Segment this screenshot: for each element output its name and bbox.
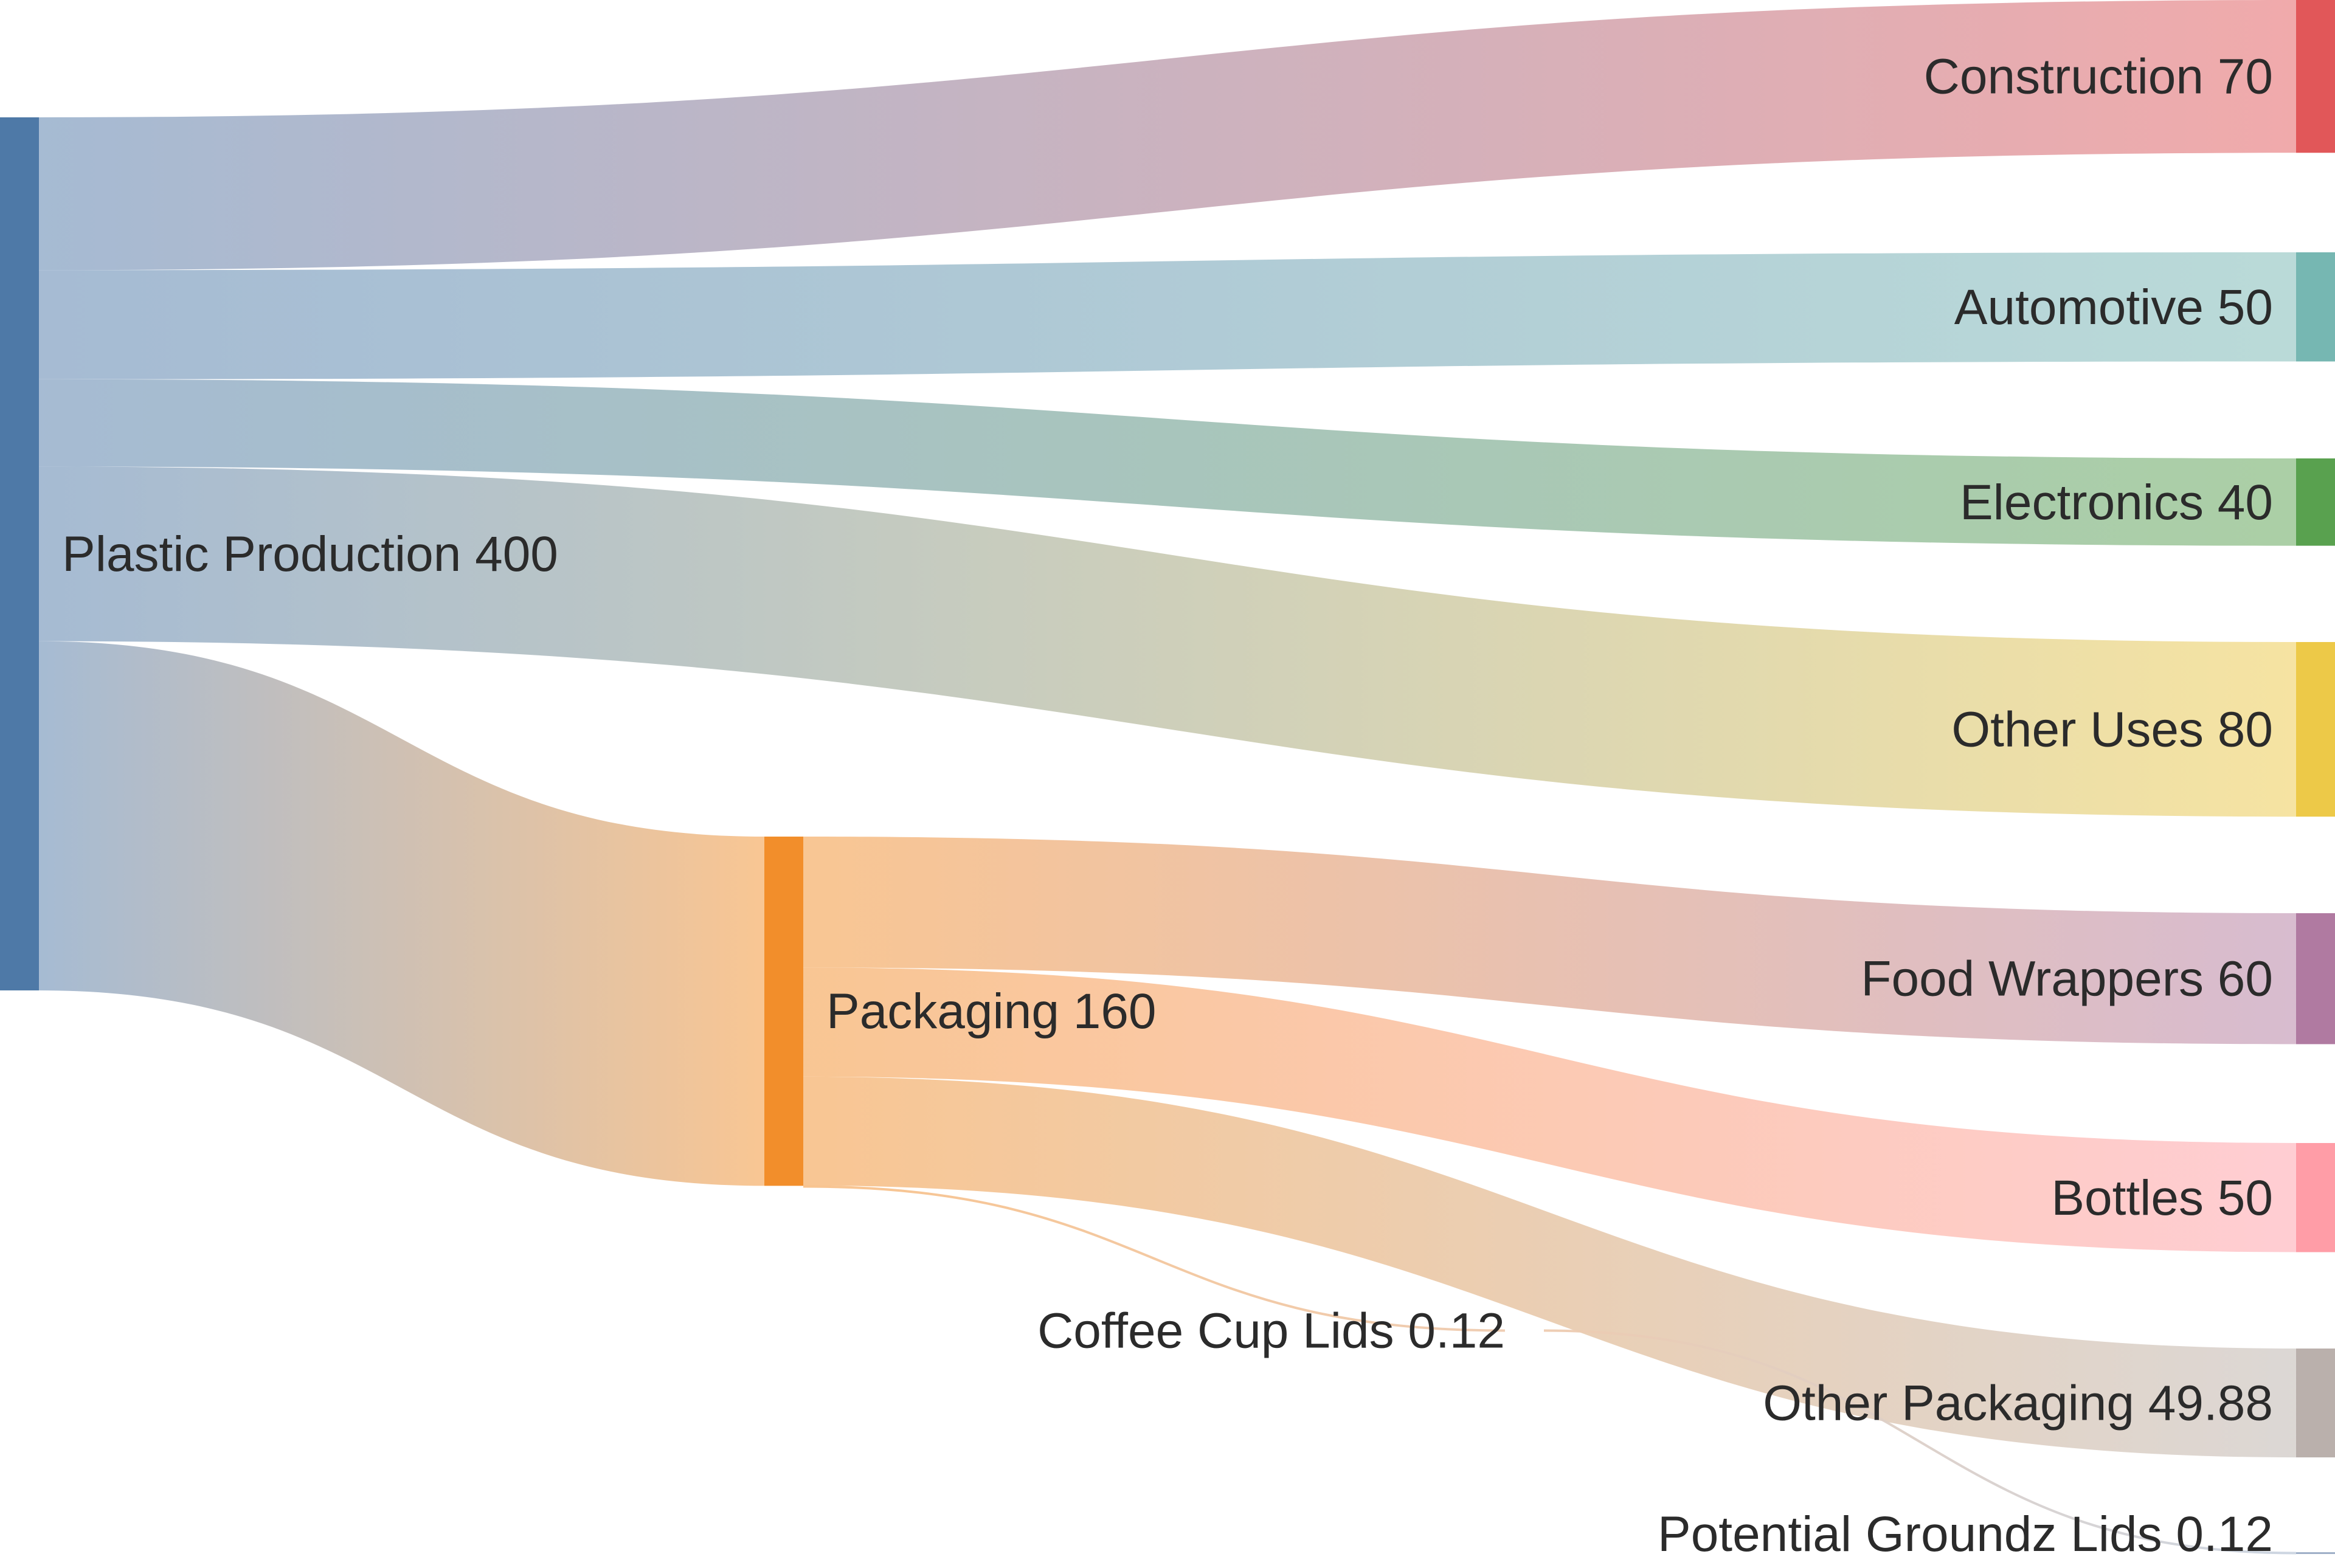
label-other-packaging: Other Packaging 49.88 <box>1763 1376 2273 1431</box>
label-plastic: Plastic Production 400 <box>62 527 558 582</box>
label-potential: Potential Groundz Lids 0.12 <box>1658 1507 2273 1562</box>
label-packaging: Packaging 160 <box>826 984 1157 1039</box>
node-construction <box>2296 0 2335 153</box>
node-plastic <box>0 117 39 990</box>
node-potential <box>2296 1552 2335 1554</box>
link-packaging-to-bottles <box>803 967 2296 1252</box>
link-plastic-to-other_uses <box>39 466 2296 817</box>
node-packaging <box>764 837 803 1186</box>
link-packaging-to-food_wrappers <box>803 837 2296 1045</box>
link-packaging-to-coffee <box>803 1185 1506 1332</box>
label-bottles: Bottles 50 <box>2051 1170 2273 1226</box>
link-packaging-to-other_packaging <box>803 1076 2296 1458</box>
node-electronics <box>2296 458 2335 546</box>
label-coffee: Coffee Cup Lids 0.12 <box>1037 1304 1505 1359</box>
node-bottles <box>2296 1143 2335 1252</box>
link-plastic-to-packaging <box>39 641 764 1186</box>
link-plastic-to-construction <box>39 0 2296 271</box>
node-other-packaging <box>2296 1349 2335 1458</box>
link-plastic-to-automotive <box>39 252 2296 379</box>
label-construction: Construction 70 <box>1924 49 2273 105</box>
label-electronics: Electronics 40 <box>1960 475 2273 530</box>
label-food-wrappers: Food Wrappers 60 <box>1861 952 2273 1007</box>
links-layer <box>39 0 2297 1555</box>
node-automotive <box>2296 252 2335 362</box>
link-plastic-to-electronics <box>39 379 2296 546</box>
label-automotive: Automotive 50 <box>1954 280 2273 335</box>
node-coffee <box>1505 1330 1544 1331</box>
label-other-uses: Other Uses 80 <box>1951 702 2273 758</box>
labels-layer: Plastic Production 400 Packaging 160 Coffe… <box>62 49 2273 1562</box>
node-food-wrappers <box>2296 913 2335 1045</box>
link-coffee-to-potential <box>1543 1329 2297 1555</box>
node-other-uses <box>2296 642 2335 817</box>
